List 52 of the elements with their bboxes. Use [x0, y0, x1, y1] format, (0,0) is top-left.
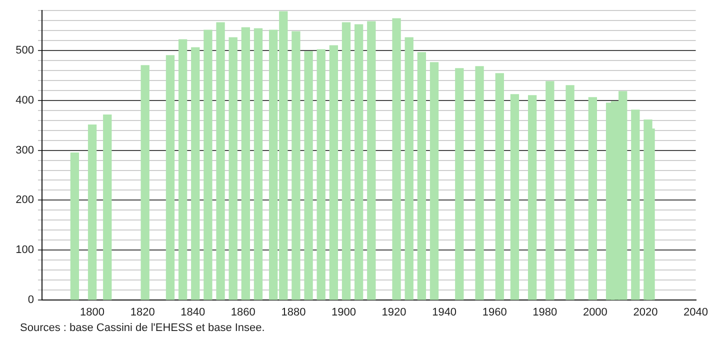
bar: [417, 52, 426, 300]
bar: [404, 37, 414, 300]
bar: [140, 65, 150, 300]
bar: [191, 47, 200, 300]
x-tick-label: 1860: [230, 306, 256, 319]
bar: [88, 124, 97, 300]
x-tick-label: 1980: [532, 306, 558, 319]
bar: [342, 22, 351, 300]
bar: [103, 114, 112, 300]
bar: [631, 110, 640, 300]
y-tick-label: 100: [16, 244, 34, 256]
x-tick-label: 1940: [432, 306, 457, 319]
bar: [329, 45, 338, 300]
x-tick-label: 1820: [130, 306, 155, 319]
x-tick-label: 1920: [382, 306, 406, 319]
x-tick-label: 1880: [281, 306, 306, 319]
bar: [304, 51, 313, 300]
x-tick-label: 2020: [633, 306, 658, 319]
bar: [216, 22, 225, 300]
y-tick-label: 400: [16, 94, 34, 106]
bar: [392, 18, 401, 300]
bar: [566, 85, 574, 300]
y-tick-label: 300: [16, 144, 34, 156]
bar: [228, 37, 238, 300]
x-tick-label: 1900: [331, 306, 356, 319]
bar: [254, 28, 263, 300]
bar: [178, 39, 188, 300]
bar: [475, 66, 484, 300]
bar: [292, 31, 300, 300]
bar: [510, 94, 520, 300]
x-tick-label: 1800: [80, 306, 105, 319]
x-tick-label: 1840: [180, 306, 206, 319]
bar: [455, 68, 464, 300]
bar: [204, 30, 212, 300]
bar: [70, 152, 80, 300]
bar: [354, 24, 364, 300]
bar: [241, 27, 250, 300]
x-tick-label: 2040: [684, 306, 708, 319]
y-tick-label: 500: [16, 44, 34, 57]
y-tick-label: 0: [28, 294, 34, 306]
source-note: Sources : base Cassini de l'EHESS et base Insee.: [20, 322, 265, 334]
bar: [588, 97, 597, 300]
bar: [367, 21, 376, 300]
x-tick-label: 1960: [482, 306, 507, 319]
bar: [495, 73, 504, 300]
bar: [528, 95, 537, 300]
y-tick-label: 200: [16, 194, 34, 206]
bar: [166, 55, 175, 300]
x-tick-label: 2000: [582, 306, 608, 319]
bar: [546, 81, 554, 300]
bar: [430, 62, 439, 300]
bar: [316, 49, 326, 300]
